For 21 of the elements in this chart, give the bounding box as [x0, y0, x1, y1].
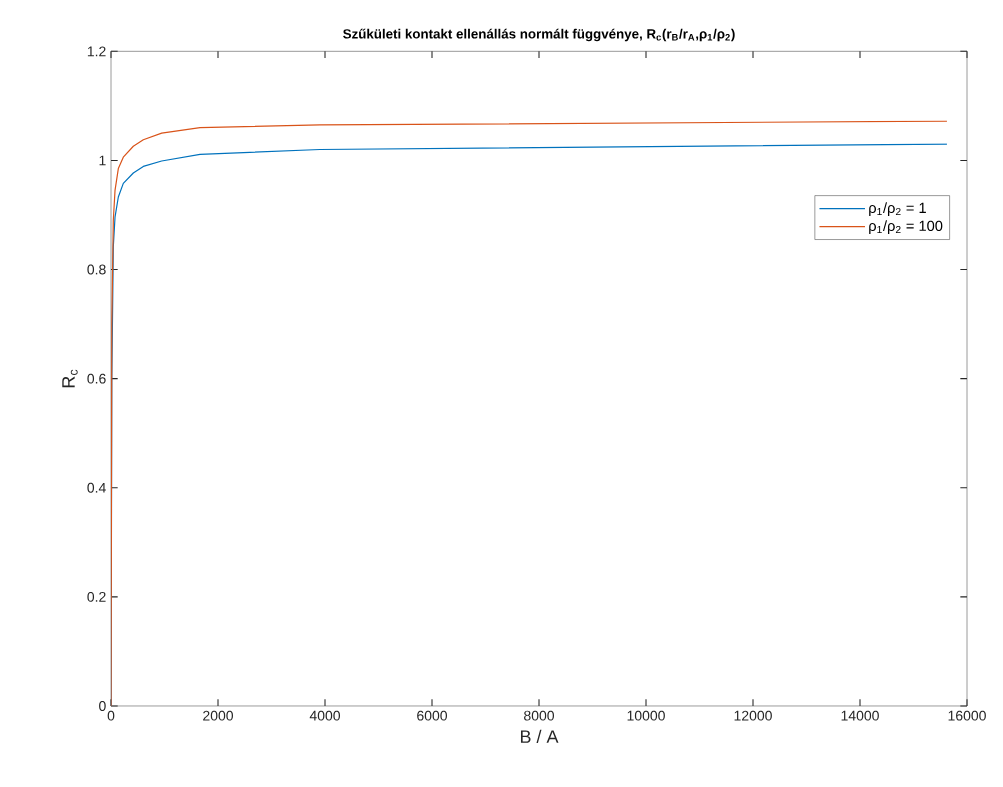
x-tick-label: 6000: [417, 710, 448, 721]
x-tick-label: 4000: [309, 710, 341, 721]
chart-title: Szűkületi kontakt ellenállás normált függvénye, R$_{c}$(r$_{B}$/r$_{A}$,ρ$_{1}$/ρ$_{2}$): [343, 28, 735, 42]
x-tick-label: 8000: [524, 710, 555, 721]
legend-label: ρ$_{1}$/ρ$_{2}$ = 100: [869, 220, 943, 234]
y-tick-label: 0.6: [87, 373, 106, 384]
y-axis-title: R$_{c}$: [62, 369, 78, 388]
x-tick-label: 16000: [948, 710, 986, 721]
y-tick-label: 0: [99, 701, 106, 711]
x-tick-label: 10000: [627, 710, 665, 721]
x-axis-title: B / A: [520, 729, 559, 743]
y-tick-label: 0.4: [87, 482, 106, 493]
y-tick-label: 0.8: [87, 264, 106, 275]
x-tick-label: 0: [107, 710, 115, 721]
y-tick-label: 0.2: [87, 591, 106, 602]
legend-label: ρ$_{1}$/ρ$_{2}$ = 1: [869, 202, 926, 216]
x-tick-label: 2000: [203, 710, 234, 721]
y-tick-label: 1: [99, 155, 106, 166]
y-tick-label: 1.2: [87, 46, 106, 57]
x-tick-label: 14000: [841, 710, 879, 721]
x-tick-label: 12000: [734, 710, 772, 721]
